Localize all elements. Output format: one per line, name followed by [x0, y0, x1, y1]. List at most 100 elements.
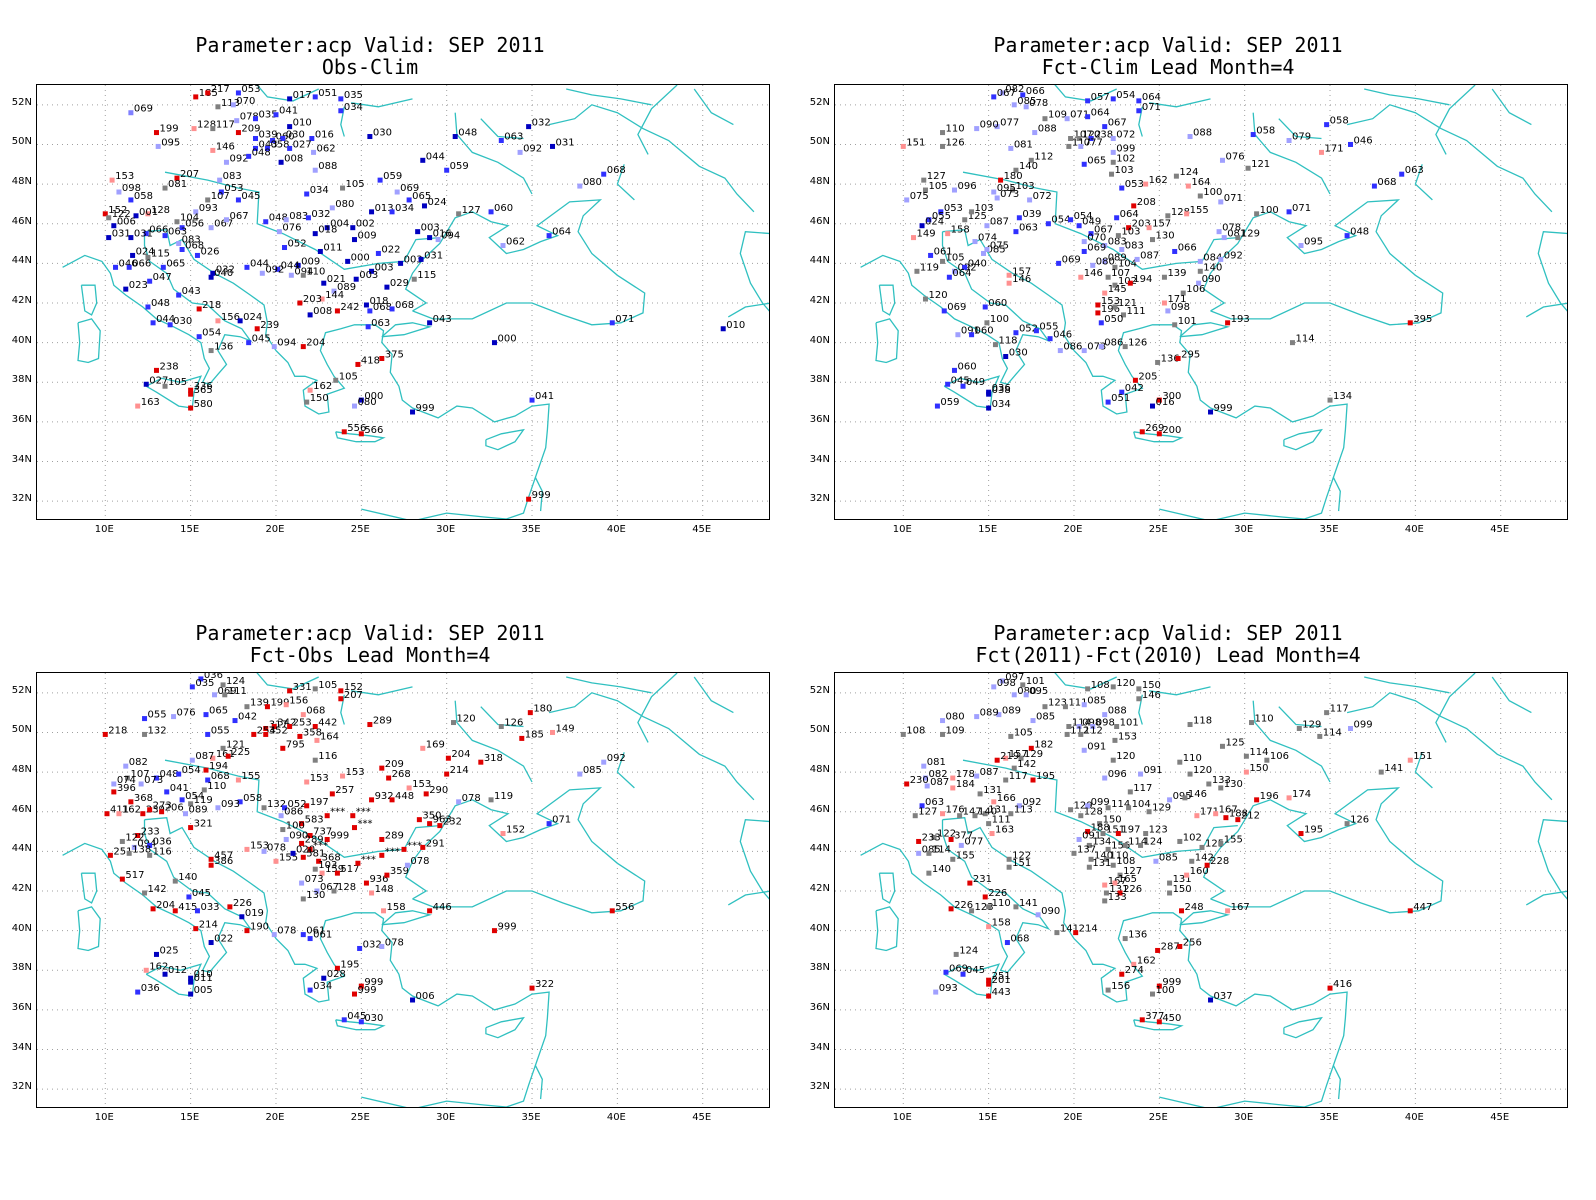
station-square — [1028, 157, 1034, 163]
station-marker: 054 — [1110, 90, 1135, 102]
station-square — [287, 96, 293, 102]
station-value: 070 — [1087, 233, 1106, 244]
station-value: 124 — [959, 945, 978, 956]
station-marker: 111 — [1120, 306, 1146, 318]
station-marker: 091 — [1081, 741, 1106, 753]
station-marker: 086 — [1057, 342, 1082, 354]
station-value: 098 — [1171, 302, 1190, 313]
station-square — [1110, 159, 1116, 165]
station-value: 110 — [1183, 753, 1202, 764]
station-value: 132 — [148, 725, 167, 736]
station-value: 178 — [956, 769, 975, 780]
station-value: 194 — [209, 761, 228, 772]
station-square — [208, 274, 214, 280]
station-square — [1149, 991, 1155, 997]
station-marker: 128 — [145, 205, 170, 217]
station-square — [264, 145, 270, 151]
station-value: 097 — [1005, 673, 1024, 683]
station-value: 057 — [1091, 92, 1110, 103]
station-value: 936 — [369, 874, 388, 885]
station-value: 035 — [258, 110, 277, 121]
station-square — [1131, 203, 1137, 209]
station-value: 200 — [1162, 425, 1181, 436]
station-marker: 737 — [307, 827, 332, 839]
station-value: 098 — [997, 678, 1016, 689]
station-value: 136 — [214, 342, 233, 353]
station-square — [1035, 912, 1041, 918]
station-marker: 010 — [287, 118, 312, 130]
station-marker: 174 — [1286, 789, 1311, 801]
station-value: 129 — [1152, 803, 1171, 814]
station-square — [1042, 116, 1048, 122]
station-marker: 110 — [986, 898, 1011, 910]
station-square — [1197, 268, 1203, 274]
station-value: 139 — [250, 698, 269, 709]
station-square — [160, 264, 166, 270]
station-value: 065 — [166, 258, 185, 269]
station-square — [162, 971, 168, 977]
lon-tick-label: 25E — [350, 524, 370, 535]
station-value: 090 — [289, 830, 308, 841]
station-marker: 078 — [1216, 223, 1241, 235]
station-value: 203 — [1132, 219, 1151, 230]
station-square — [1119, 971, 1125, 977]
coastline — [616, 164, 635, 201]
station-marker: 110 — [1103, 850, 1129, 862]
station-value: 126 — [504, 718, 523, 729]
lat-tick-label: 36N — [11, 1001, 32, 1013]
station-marker: 188 — [1085, 823, 1110, 835]
station-value: 174 — [1292, 789, 1311, 800]
station-marker: 046 — [1047, 330, 1072, 342]
station-marker: 214 — [1073, 924, 1098, 936]
station-marker: 274 — [1119, 965, 1144, 977]
station-value: 352 — [269, 725, 288, 736]
station-square — [188, 979, 194, 985]
station-value: 045 — [192, 888, 211, 899]
station-square — [300, 854, 306, 860]
station-square — [220, 745, 226, 751]
station-value: 162 — [1137, 955, 1156, 966]
station-marker: 065 — [1081, 155, 1106, 167]
station-marker: 063 — [162, 227, 187, 239]
station-marker: 129 — [1018, 749, 1043, 761]
station-marker: 214 — [193, 920, 218, 932]
station-marker: 053 — [235, 85, 261, 96]
station-square — [991, 189, 997, 195]
station-value: 142 — [1195, 852, 1214, 863]
station-value: 411 — [110, 805, 129, 816]
station-square — [974, 773, 980, 779]
station-square — [162, 185, 168, 191]
station-square — [1085, 114, 1091, 120]
station-square — [1250, 132, 1256, 138]
station-square — [126, 850, 132, 856]
station-square — [1218, 785, 1224, 791]
station-marker: 517 — [334, 864, 360, 876]
station-value: 232 — [443, 817, 462, 828]
station-marker: 048 — [246, 147, 271, 159]
station-value: 095 — [1304, 237, 1323, 248]
station-marker: 122 — [1006, 850, 1031, 862]
station-value: 368 — [322, 852, 341, 863]
station-marker: 104 — [174, 213, 199, 225]
station-value: 238 — [159, 361, 178, 372]
station-value: 073 — [144, 775, 163, 786]
station-value: 171 — [1324, 143, 1343, 154]
coastline — [77, 318, 101, 364]
station-marker: 032 — [526, 118, 551, 130]
station-square — [264, 704, 270, 710]
station-marker: 046 — [1348, 135, 1373, 147]
coastline — [1364, 676, 1450, 694]
station-marker: 122 — [119, 832, 144, 844]
station-marker: 129 — [1296, 719, 1321, 731]
station-value: 088 — [1193, 128, 1212, 139]
station-value: 095 — [161, 137, 180, 148]
station-value: 062 — [506, 237, 525, 248]
station-value: 129 — [1024, 749, 1043, 760]
station-square — [940, 130, 946, 136]
lon-tick-label: 35E — [1319, 524, 1339, 535]
station-marker: 003 — [353, 270, 378, 282]
station-value: 061 — [934, 246, 953, 257]
station-marker: 116 — [312, 751, 337, 763]
station-marker: 064 — [546, 227, 571, 239]
station-value: 129 — [1241, 229, 1260, 240]
